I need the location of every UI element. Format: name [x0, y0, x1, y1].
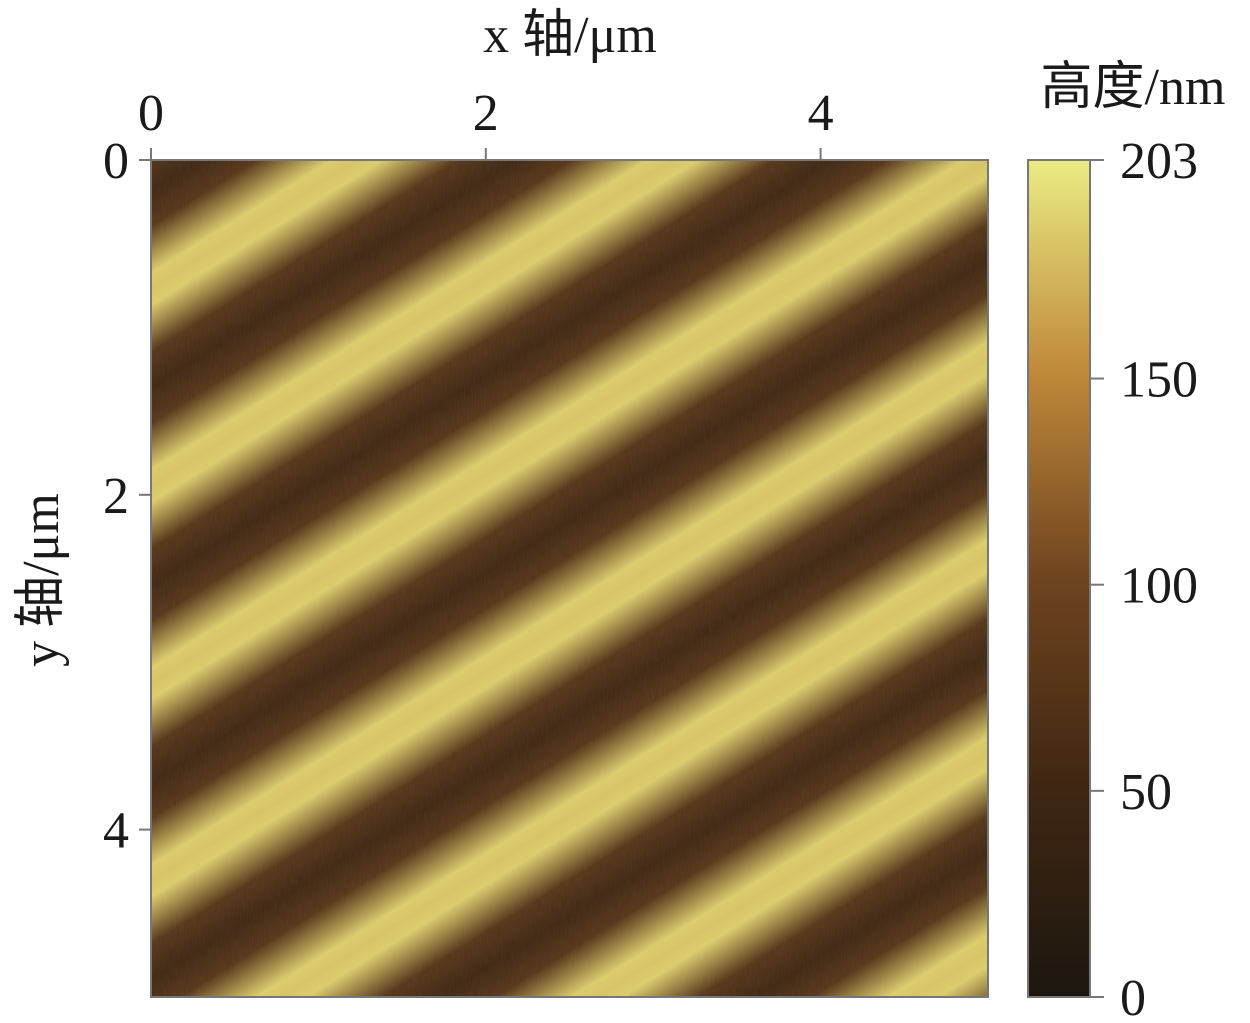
y-tick-label: 0 — [103, 133, 129, 190]
colorbar-tick-label: 100 — [1120, 558, 1198, 615]
x-tick-label: 2 — [473, 85, 499, 142]
x-tick-label: 4 — [808, 85, 834, 142]
plot-frame — [150, 159, 989, 998]
colorbar-ticks: 0 50 100 150 203 — [1090, 133, 1198, 1023]
colorbar-tick-label: 150 — [1120, 352, 1198, 409]
x-tick-label: 0 — [138, 85, 164, 142]
colorbar-tick-label: 0 — [1120, 970, 1146, 1023]
colorbar-title: 高度/nm — [1041, 59, 1226, 116]
y-axis-ticks: 0 2 4 — [103, 133, 151, 860]
colorbar — [1027, 159, 1091, 998]
heatmap-grain-texture — [151, 160, 988, 997]
y-axis-label: y 轴/μm — [13, 493, 70, 667]
heatmap-plot-area — [151, 160, 988, 997]
y-tick-label: 4 — [103, 803, 129, 860]
y-tick-label: 2 — [103, 468, 129, 525]
colorbar-tick-label: 50 — [1120, 764, 1172, 821]
x-axis-ticks: 0 2 4 — [138, 85, 834, 160]
x-axis-label: x 轴/μm — [483, 7, 657, 64]
colorbar-tick-label: 203 — [1120, 133, 1198, 190]
